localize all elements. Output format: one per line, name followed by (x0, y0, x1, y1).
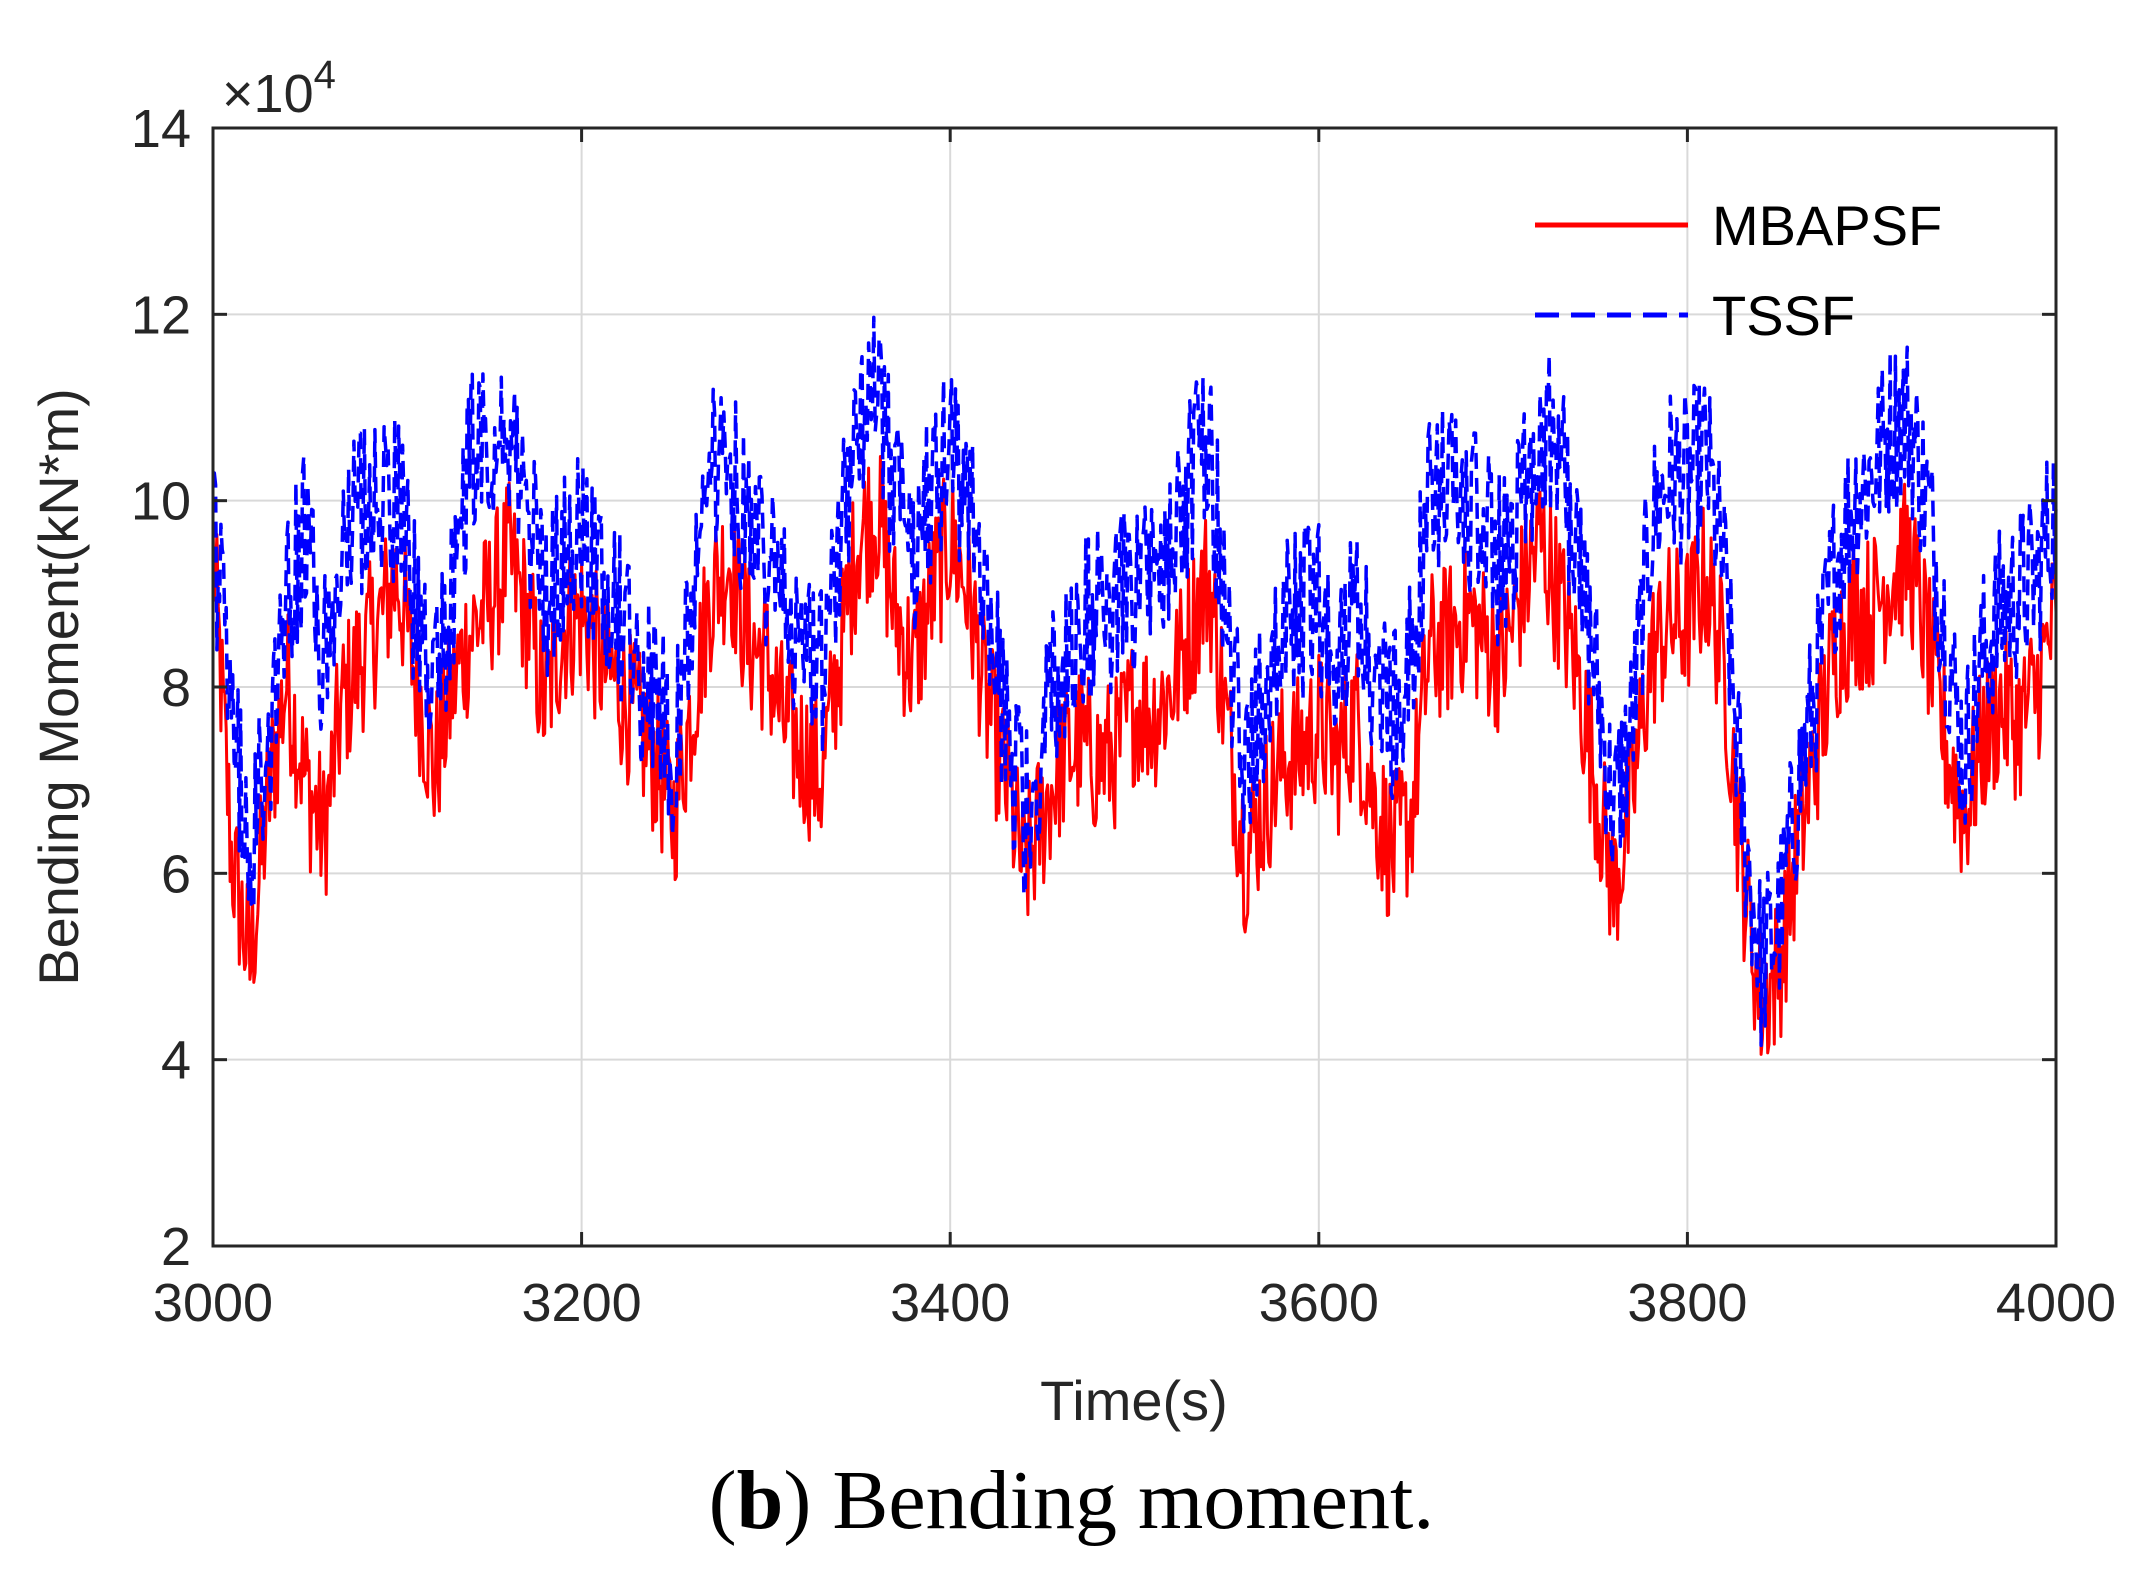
caption-text: Bending moment. (811, 1454, 1435, 1547)
x-tick-label: 4000 (1996, 1273, 2116, 1333)
series-line-tssf (212, 315, 2058, 1048)
y-tick-label: 4 (161, 1031, 191, 1091)
y-tick-label: 8 (161, 658, 191, 718)
y-tick-label: 10 (131, 472, 191, 532)
x-tick-label: 3200 (522, 1273, 642, 1333)
legend: MBAPSF TSSF (1535, 194, 1942, 347)
y-exponent-label: ×104 (222, 53, 336, 124)
x-tick-label: 3000 (153, 1273, 273, 1333)
series-layer (211, 315, 2058, 1056)
x-axis-label: Time(s) (1040, 1369, 1228, 1432)
x-tick-label: 3800 (1627, 1273, 1747, 1333)
x-tick-label: 3400 (890, 1273, 1010, 1333)
y-tick-label: 12 (131, 285, 191, 345)
y-tick-label: 2 (161, 1217, 191, 1277)
tick-layer: 3000 3200 3400 3600 3800 4000 2 4 6 8 10 12 14 (131, 99, 2116, 1333)
y-tick-label: 14 (131, 99, 191, 159)
legend-label-mbapsf: MBAPSF (1712, 194, 1942, 257)
caption-letter: b (736, 1454, 784, 1547)
x-tick-label: 3600 (1259, 1273, 1379, 1333)
y-axis-label: Bending Moment(kN*m) (27, 388, 90, 986)
y-tick-label: 6 (161, 844, 191, 904)
legend-label-tssf: TSSF (1712, 284, 1855, 347)
figure-caption: (b) Bending moment. (708, 1454, 1435, 1547)
